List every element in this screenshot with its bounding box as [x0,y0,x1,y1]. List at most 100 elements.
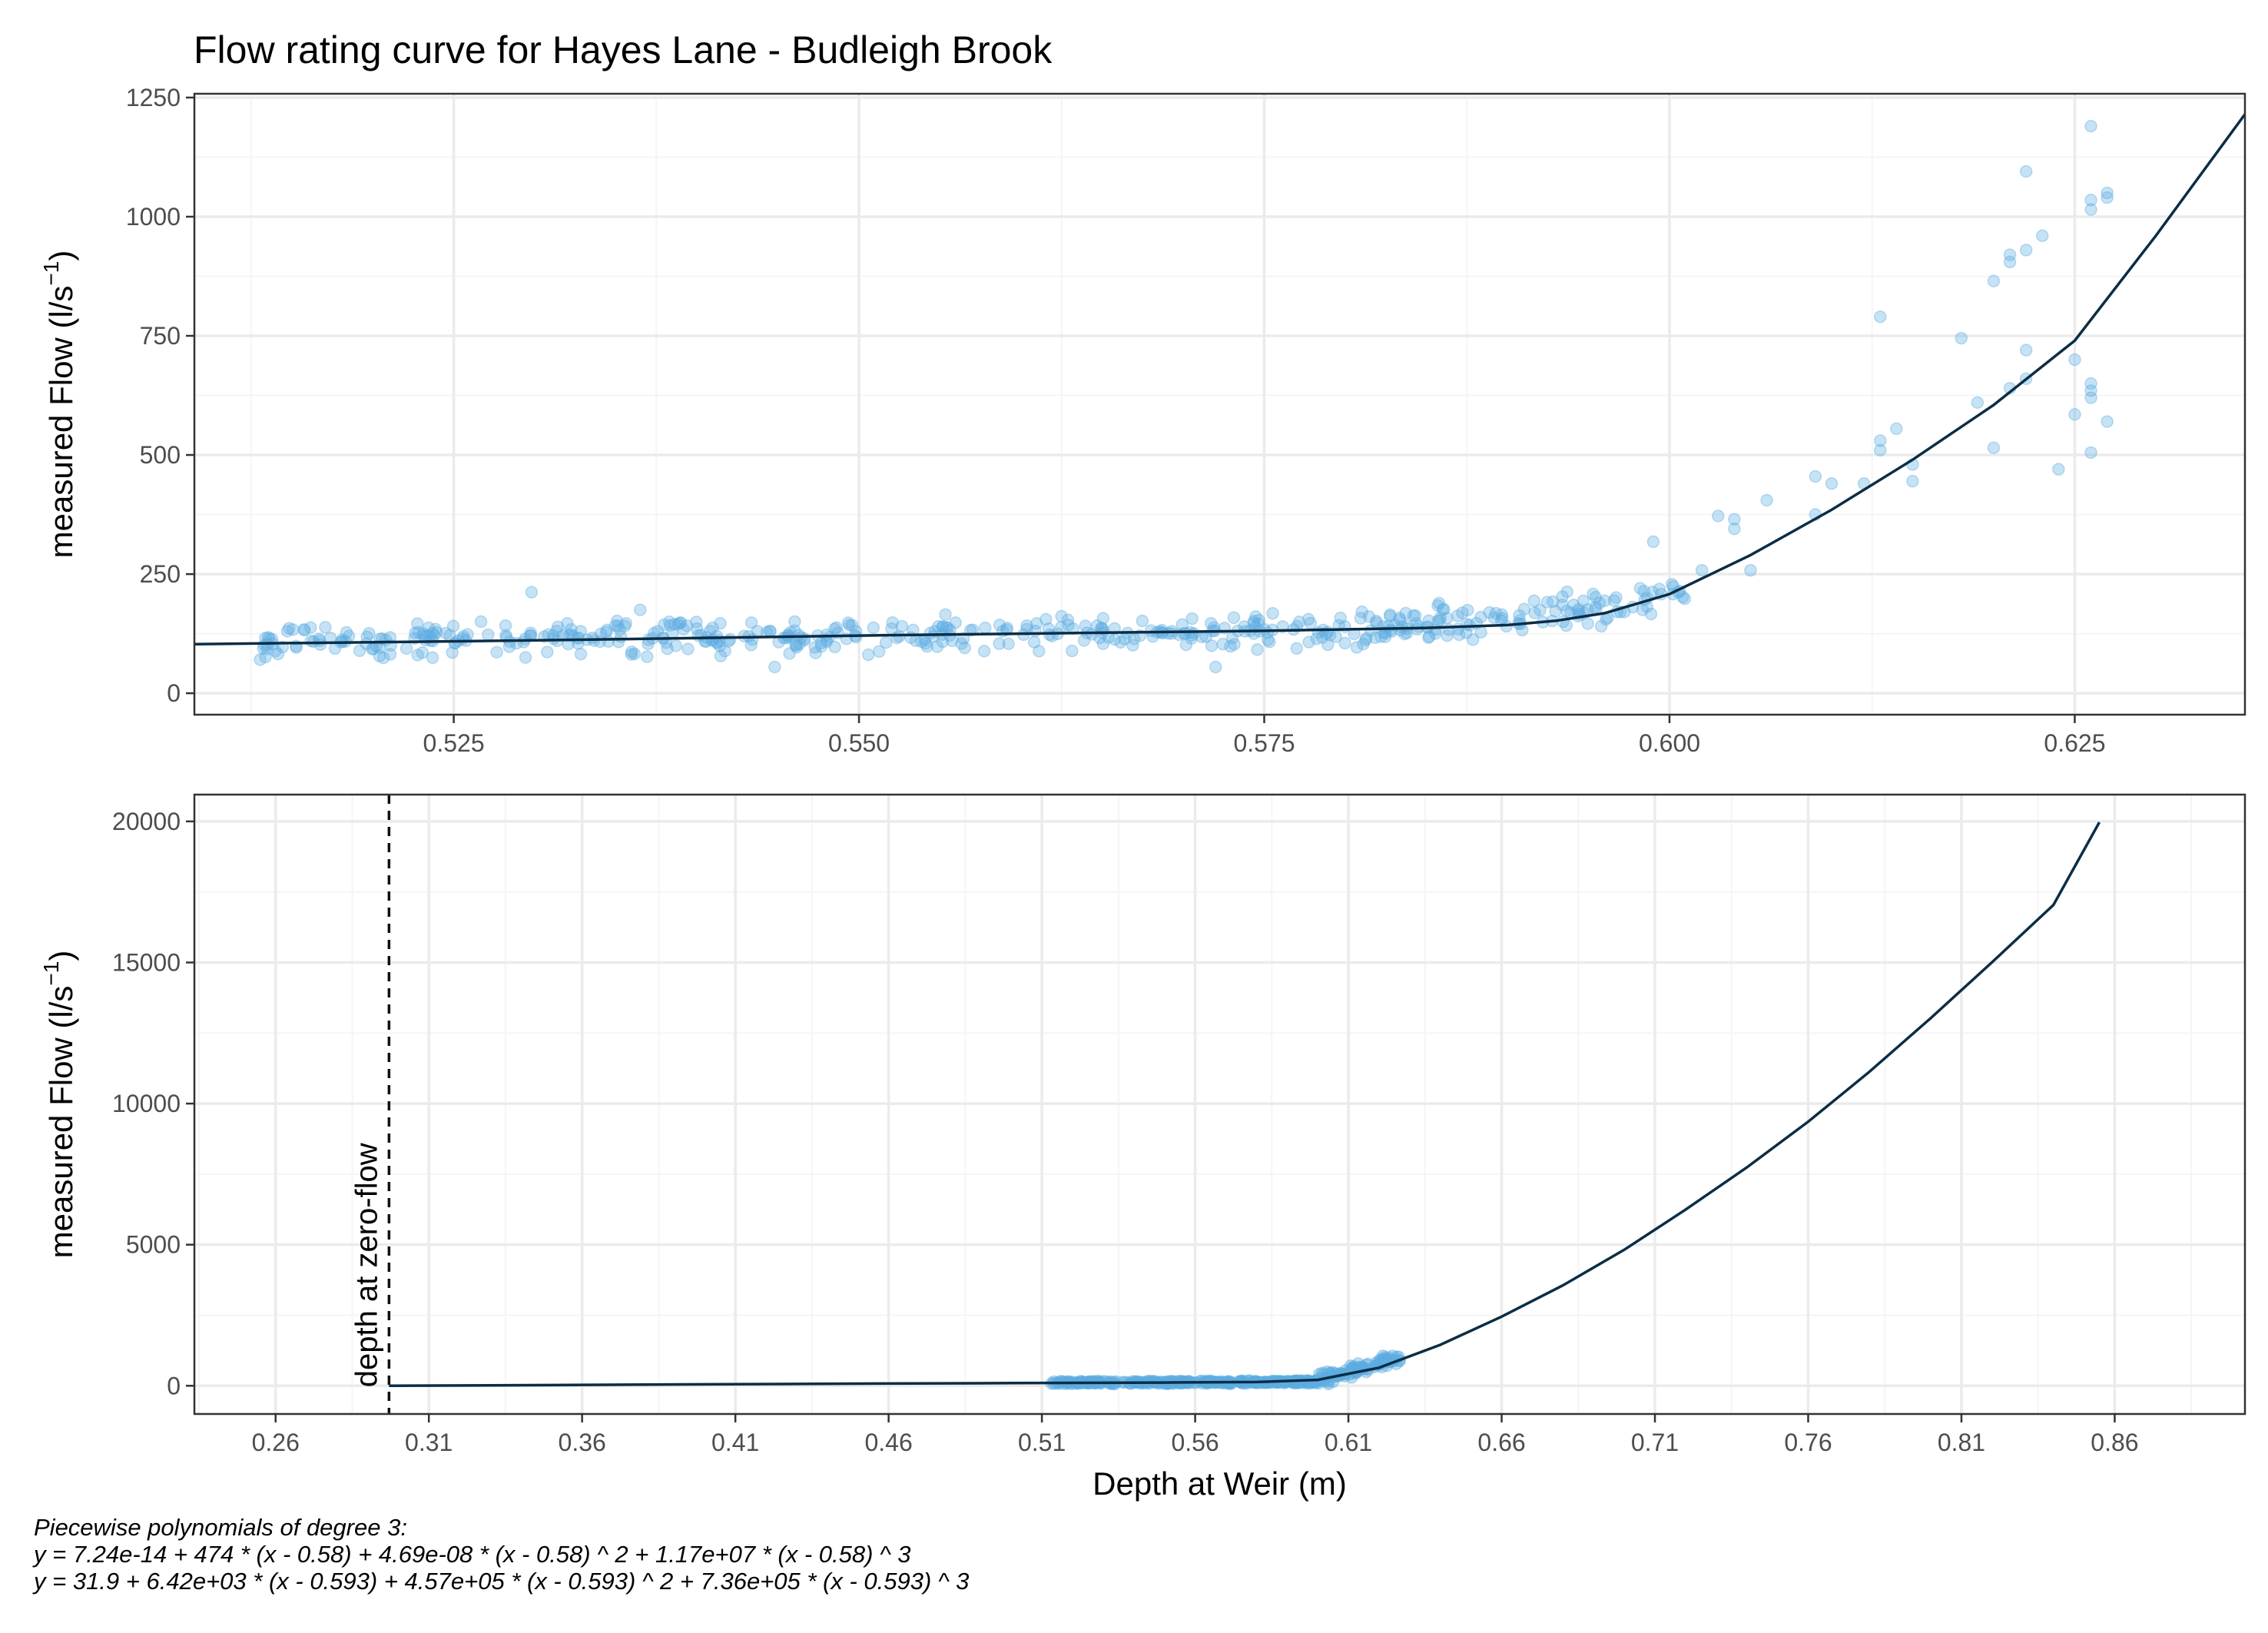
data-point [551,620,565,634]
data-point [286,623,300,636]
data-point [1760,493,1773,507]
data-point [1393,613,1407,626]
data-point [1142,1374,1156,1388]
data-point [1061,613,1075,626]
data-point [936,620,949,633]
data-point [714,649,728,662]
data-point [280,625,294,638]
data-point [1513,609,1526,622]
data-point [411,649,424,662]
data-point [977,645,991,658]
data-point [690,616,703,629]
data-point [2003,255,2017,269]
data-point [1355,605,1368,619]
data-point [411,617,424,630]
data-point [1546,595,1560,609]
data-point [1062,1375,1075,1388]
data-point [1593,596,1606,609]
data-point [282,622,296,635]
data-point [1096,637,1110,650]
data-point [482,628,495,642]
chart-title: Flow rating curve for Hayes Lane - Budle… [194,28,1053,71]
data-point [1874,434,1887,447]
data-point [1020,619,1033,632]
data-point [1242,1374,1256,1387]
data-point [1556,598,1569,612]
y-tick-label: 0 [167,679,181,707]
data-point [1237,1377,1251,1390]
y-tick-label: 1000 [126,203,181,231]
data-point [1376,1349,1390,1362]
data-point [744,639,758,652]
x-tick-label: 0.71 [1631,1429,1679,1456]
x-tick-label: 0.81 [1938,1429,1985,1456]
data-point [2084,377,2097,390]
data-point [600,623,614,636]
x-tick-label: 0.46 [864,1429,912,1456]
data-point [474,615,488,629]
data-point [1247,615,1261,628]
data-point [1291,1376,1305,1389]
data-point [1560,604,1573,618]
data-point [259,650,272,664]
fitted-curve [389,821,2101,1388]
x-tick-label: 0.625 [2044,729,2105,757]
data-point [828,640,841,654]
x-tick-label: 0.41 [711,1429,759,1456]
data-point [909,634,923,647]
data-point [1344,1359,1358,1372]
data-point [1350,641,1364,654]
data-point [1495,608,1509,621]
data-point [1033,645,1046,658]
data-point [1056,1375,1069,1388]
data-point [517,636,530,649]
data-point [525,586,539,599]
top-panel: 0.525 0.550 0.575 0.600 0.625 0 250 500 750 1000 1… [39,84,2246,757]
data-point [1589,600,1602,613]
data-point [1461,603,1474,617]
data-point [613,622,626,636]
data-point [1369,614,1383,628]
data-point [718,644,731,658]
data-point [1334,611,1347,625]
data-point [673,616,687,629]
data-point [993,637,1006,650]
data-point [574,625,587,638]
data-point [867,621,880,635]
data-point [1302,636,1315,649]
data-point [764,625,777,638]
y-tick-label: 15000 [112,948,181,976]
data-point [1114,636,1127,649]
data-point [1432,596,1446,610]
data-point [430,626,443,639]
x-tick-label: 0.575 [1233,729,1295,757]
data-point [843,619,856,632]
data-point [1027,636,1041,649]
data-point [966,623,980,636]
data-point [920,639,933,653]
data-point [1118,632,1132,646]
data-point [668,618,681,631]
data-point [1890,422,1903,436]
data-point [723,632,737,646]
data-point [1528,606,1541,619]
data-point [625,648,638,661]
data-point [1633,582,1647,595]
data-point [849,625,863,638]
data-point [565,622,578,636]
x-tick-label: 0.66 [1477,1429,1525,1456]
data-point [426,651,439,665]
data-point [1549,605,1562,618]
caption-equation-2: y = 31.9 + 6.42e+03 * (x - 0.593) + 4.57… [34,1568,970,1595]
data-point [2101,186,2114,200]
data-point [1825,476,1839,490]
data-point [2068,408,2081,421]
data-point [1434,611,1447,625]
data-point [640,650,654,663]
data-point [979,621,992,635]
data-point [1744,563,1757,577]
data-point [1495,612,1509,625]
x-tick-label: 0.550 [828,729,890,757]
data-point [313,634,327,648]
